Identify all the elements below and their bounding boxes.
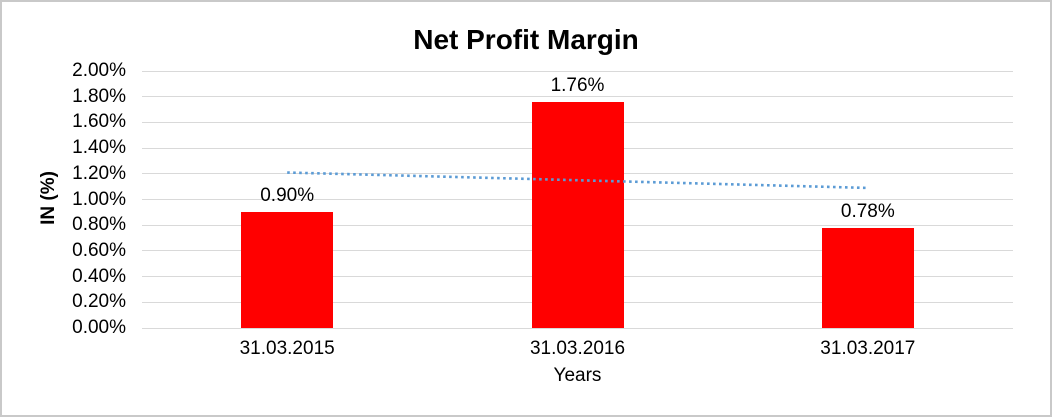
bar-data-label: 0.90%	[260, 185, 315, 207]
y-tick-label: 1.80%	[72, 85, 126, 107]
y-tick-label: 0.60%	[72, 239, 126, 261]
y-tick-label: 0.20%	[72, 291, 126, 313]
x-category-label: 31.03.2015	[239, 338, 335, 359]
gridline	[142, 327, 1013, 329]
bar-data-label: 0.78%	[840, 200, 895, 222]
x-category-label: 31.03.2017	[820, 338, 916, 359]
bar[interactable]	[821, 227, 914, 328]
x-axis-title: Years	[553, 365, 602, 386]
bar[interactable]	[531, 101, 624, 328]
y-tick-label: 0.80%	[72, 214, 126, 236]
y-tick-label: 1.60%	[72, 111, 126, 133]
y-tick-label: 0.00%	[72, 317, 126, 338]
y-tick-label: 2.00%	[72, 60, 126, 81]
bar[interactable]	[241, 212, 334, 328]
x-category-label: 31.03.2016	[529, 338, 626, 359]
y-tick-label: 0.40%	[72, 265, 126, 287]
y-tick-label: 1.40%	[72, 137, 126, 159]
bar-data-label: 1.76%	[550, 74, 605, 96]
chart-title: Net Profit Margin	[413, 24, 639, 55]
gridline	[142, 96, 1013, 98]
gridline	[142, 70, 1013, 72]
y-tick-label: 1.00%	[72, 188, 126, 210]
y-tick-label: 1.20%	[72, 162, 126, 184]
